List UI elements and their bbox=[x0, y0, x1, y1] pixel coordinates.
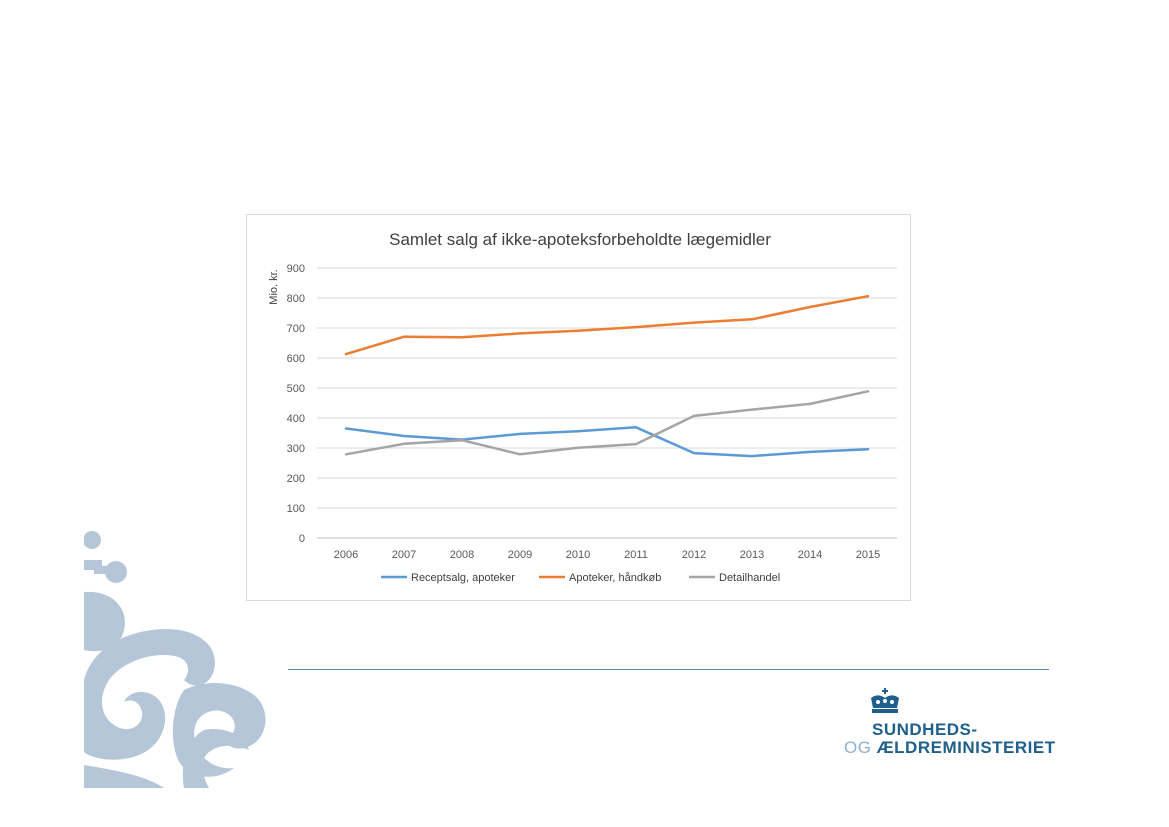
x-tick-labels: 2006 2007 2008 2009 2010 2011 2012 2013 2014 2015 bbox=[334, 549, 880, 561]
y-tick-label: 400 bbox=[287, 413, 305, 425]
x-tick-label: 2013 bbox=[740, 549, 764, 561]
legend-label: Apoteker, håndkøb bbox=[569, 572, 661, 584]
crown-icon bbox=[871, 688, 899, 713]
x-tick-label: 2010 bbox=[566, 549, 590, 561]
chart-frame: Samlet salg af ikke-apoteksforbeholdte l… bbox=[246, 214, 911, 601]
y-axis-title: Mio. kr. bbox=[268, 269, 280, 304]
logo-text-line2: OG ÆLDREMINISTERIET bbox=[844, 738, 1056, 758]
legend-label: Detailhandel bbox=[719, 572, 780, 584]
y-tick-label: 100 bbox=[287, 503, 305, 515]
x-tick-label: 2012 bbox=[682, 549, 706, 561]
logo-text-ministry: ÆLDREMINISTERIET bbox=[876, 738, 1056, 757]
x-tick-label: 2009 bbox=[508, 549, 532, 561]
chart-title: Samlet salg af ikke-apoteksforbeholdte l… bbox=[389, 230, 771, 249]
y-tick-label: 0 bbox=[299, 533, 305, 545]
gridlines bbox=[317, 267, 897, 539]
series-line-2 bbox=[344, 294, 870, 356]
y-tick-label: 500 bbox=[287, 383, 305, 395]
y-tick-labels: 0 100 200 300 400 500 600 700 800 900 bbox=[287, 263, 305, 545]
logo-text-line1: SUNDHEDS- bbox=[872, 720, 978, 739]
x-tick-label: 2006 bbox=[334, 549, 358, 561]
x-tick-label: 2008 bbox=[450, 549, 474, 561]
logo-text-og: OG bbox=[844, 738, 877, 757]
series-lines bbox=[344, 294, 870, 458]
y-tick-label: 800 bbox=[287, 293, 305, 305]
y-tick-label: 900 bbox=[287, 263, 305, 275]
x-tick-label: 2011 bbox=[624, 549, 648, 561]
series-line-3 bbox=[344, 390, 870, 456]
y-tick-label: 300 bbox=[287, 443, 305, 455]
legend: Receptsalg, apoteker Apoteker, håndkøb Det… bbox=[381, 572, 780, 584]
y-tick-label: 200 bbox=[287, 473, 305, 485]
y-tick-label: 700 bbox=[287, 323, 305, 335]
royal-ornament-icon bbox=[84, 531, 266, 788]
legend-label: Receptsalg, apoteker bbox=[411, 572, 515, 584]
y-tick-label: 600 bbox=[287, 353, 305, 365]
series-line-1 bbox=[344, 426, 870, 458]
footer-divider bbox=[288, 669, 1049, 670]
x-tick-label: 2015 bbox=[856, 549, 880, 561]
line-chart: Samlet salg af ikke-apoteksforbeholdte l… bbox=[268, 230, 897, 584]
ministry-logo: SUNDHEDS- OG ÆLDREMINISTERIET bbox=[840, 688, 1055, 760]
x-tick-label: 2014 bbox=[798, 549, 822, 561]
x-tick-label: 2007 bbox=[392, 549, 416, 561]
